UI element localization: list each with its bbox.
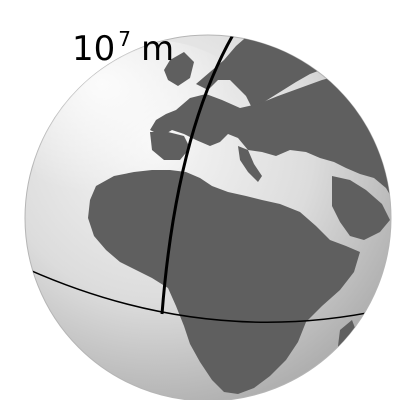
land-europe-asia [150,70,391,205]
equator-line [25,267,391,323]
land-arabia [332,176,390,240]
land-masses [88,35,391,394]
distance-label: 10 7 m [72,27,174,69]
meridian-line [160,35,252,315]
land-iberia [150,132,190,160]
land-italy [238,146,262,182]
label-base: 10 [72,29,115,69]
land-africa [88,170,360,394]
land-british-isles [164,52,194,86]
label-unit: m [141,29,174,69]
label-exponent: 7 [118,27,131,51]
